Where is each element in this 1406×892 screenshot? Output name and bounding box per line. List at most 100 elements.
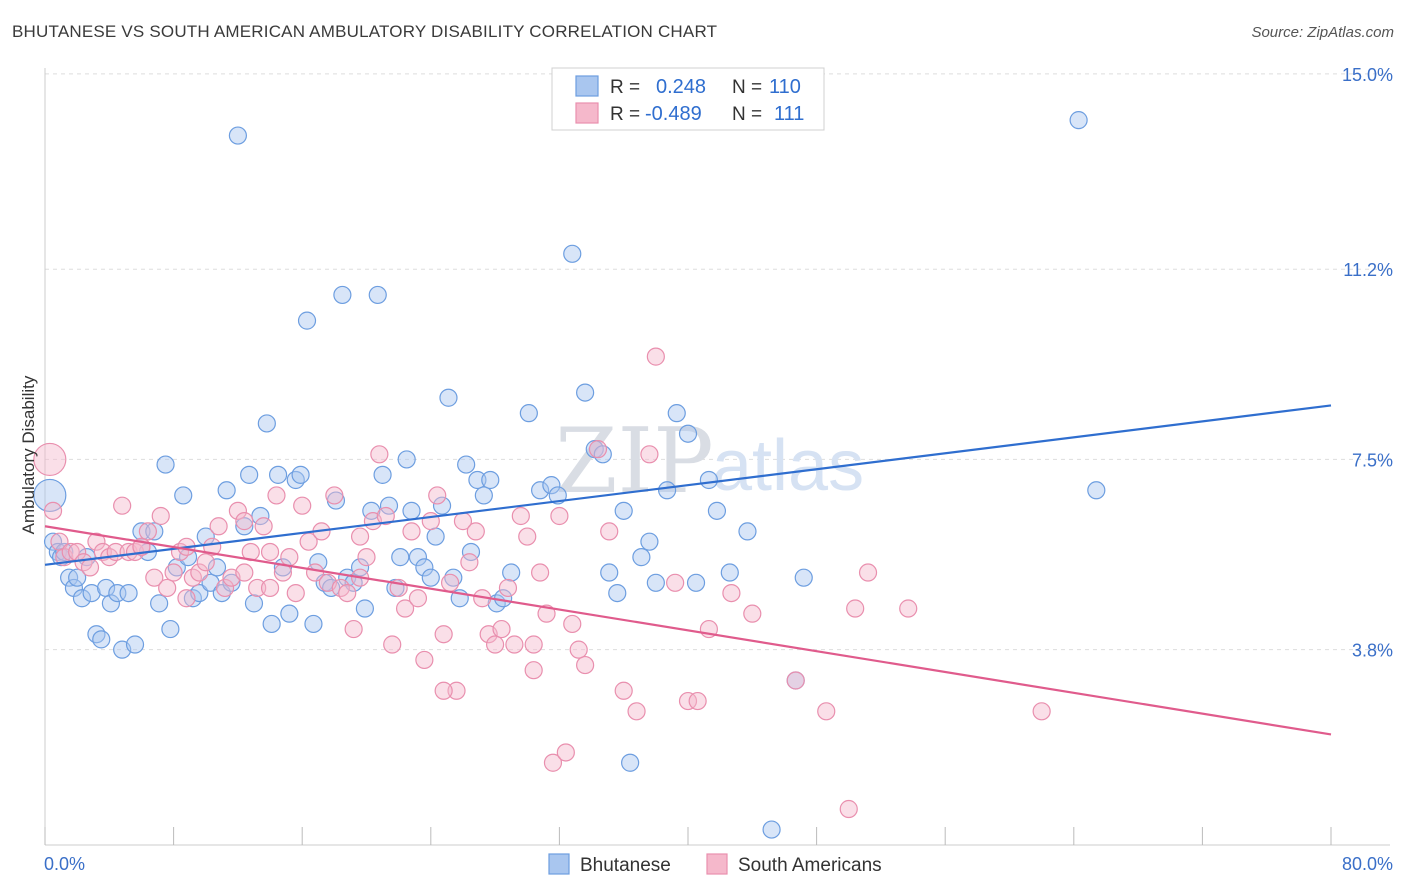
- south-americans-point-80: [550, 506, 569, 526]
- bottom-legend-south-americans: South Americans: [738, 855, 882, 876]
- bhutanese-point-7: [68, 568, 87, 587]
- y-tick-label-1: 7.5%: [1352, 450, 1393, 470]
- y-tick-label-2: 11.2%: [1343, 260, 1393, 280]
- south-americans-point-45: [325, 486, 344, 505]
- legend-r-label-2: R =: [610, 104, 640, 125]
- bhutanese-point-48: [297, 311, 317, 330]
- south-americans-point-7: [80, 558, 100, 577]
- bhutanese-point-92: [600, 563, 619, 582]
- y-tick-label-3: 15.0%: [1342, 65, 1393, 85]
- bottom-legend-swatch-bhutanese: [548, 853, 570, 875]
- bhutanese-point-37: [235, 517, 254, 536]
- south-americans-point-4: [61, 542, 80, 562]
- bhutanese-point-61: [373, 465, 392, 484]
- bhutanese-point-75: [457, 455, 476, 474]
- south-americans-point-33: [248, 578, 267, 598]
- bhutanese-point-49: [304, 614, 323, 634]
- south-americans-point-27: [209, 517, 228, 536]
- x-tick-label-left: 0.0%: [44, 854, 85, 874]
- south-americans-point-89: [640, 445, 659, 464]
- south-americans-point-66: [460, 553, 479, 572]
- south-americans-point-12: [113, 496, 132, 515]
- south-americans-point-85: [588, 440, 608, 459]
- south-americans-point-87: [614, 681, 633, 700]
- south-americans-point-74: [511, 506, 530, 526]
- x-tick-labels: 0.0% 80.0%: [44, 854, 1393, 874]
- bhutanese-point-105: [720, 563, 739, 582]
- bhutanese-point-67: [408, 548, 428, 567]
- bhutanese-point-78: [474, 486, 493, 505]
- bhutanese-trend-line: [44, 404, 1332, 566]
- bottom-legend-bhutanese: Bhutanese: [580, 855, 671, 876]
- bhutanese-point-107: [762, 820, 781, 839]
- south-americans-point-84: [576, 655, 595, 675]
- south-americans-point-93: [688, 691, 707, 711]
- bhutanese-point-85: [542, 476, 561, 495]
- bhutanese-point-38: [240, 465, 259, 484]
- bhutanese-point-31: [201, 573, 220, 592]
- south-americans-point-8: [87, 532, 106, 551]
- legend-r-label-1: R =: [610, 77, 640, 98]
- south-americans-point-90: [646, 347, 665, 366]
- south-americans-point-47: [338, 583, 357, 603]
- south-americans-point-0: [33, 442, 67, 477]
- south-americans-point-61: [428, 486, 447, 505]
- bhutanese-point-98: [646, 573, 665, 592]
- bhutanese-point-104: [707, 501, 727, 520]
- bhutanese-points: [33, 111, 1106, 839]
- bhutanese-point-19: [132, 522, 151, 541]
- bottom-legend-swatch-south-americans: [706, 853, 728, 875]
- south-americans-point-92: [678, 691, 698, 711]
- south-americans-point-19: [158, 578, 177, 598]
- south-americans-point-36: [267, 486, 286, 505]
- bhutanese-point-47: [291, 465, 310, 484]
- south-americans-point-25: [196, 553, 215, 572]
- bhutanese-point-95: [621, 753, 640, 772]
- bhutanese-point-39: [244, 594, 264, 613]
- legend-swatch-bhutanese: [575, 75, 599, 97]
- south-americans-point-98: [858, 563, 878, 582]
- bhutanese-point-77: [468, 470, 487, 490]
- bhutanese-point-42: [262, 614, 281, 634]
- south-americans-point-72: [498, 578, 518, 598]
- south-americans-point-71: [492, 619, 511, 639]
- south-americans-point-76: [524, 661, 543, 680]
- bhutanese-point-100: [667, 404, 686, 423]
- south-americans-point-62: [434, 625, 453, 644]
- x-tick-label-right: 80.0%: [1342, 854, 1393, 874]
- south-americans-point-88: [627, 702, 646, 721]
- south-americans-point-50: [357, 548, 376, 567]
- bhutanese-point-88: [563, 244, 582, 263]
- bhutanese-point-102: [686, 573, 706, 592]
- bhutanese-point-110: [1087, 481, 1106, 500]
- bhutanese-point-70: [426, 527, 445, 546]
- bhutanese-point-97: [640, 532, 659, 551]
- south-americans-point-31: [235, 563, 254, 582]
- bhutanese-point-94: [614, 501, 633, 520]
- bhutanese-point-12: [92, 630, 111, 649]
- bhutanese-point-64: [391, 548, 410, 567]
- south-americans-point-20: [164, 563, 183, 582]
- bhutanese-point-62: [379, 496, 399, 515]
- watermark-zip: ZIP: [555, 409, 714, 514]
- south-americans-point-73: [505, 635, 524, 654]
- legend-box: R = 0.248 N = 110 R = -0.489 N = 111: [551, 67, 825, 131]
- bhutanese-point-4: [55, 542, 74, 562]
- bhutanese-point-84: [531, 481, 550, 500]
- south-americans-point-77: [531, 563, 550, 582]
- south-americans-point-34: [254, 517, 273, 536]
- bhutanese-point-32: [207, 558, 227, 577]
- south-americans-point-91: [666, 573, 685, 592]
- legend-r-value-1: 0.248: [656, 76, 706, 98]
- south-americans-point-1: [43, 501, 63, 520]
- bhutanese-point-45: [280, 604, 299, 623]
- bhutanese-point-83: [519, 404, 538, 423]
- bhutanese-point-21: [145, 522, 164, 541]
- south-americans-point-78: [537, 604, 556, 623]
- south-americans-point-96: [839, 799, 858, 819]
- chart-source: Source: ZipAtlas.com: [1251, 24, 1394, 41]
- south-americans-trend-line: [44, 525, 1332, 736]
- bhutanese-point-96: [632, 548, 651, 567]
- legend-n-value-1: 110: [769, 76, 801, 98]
